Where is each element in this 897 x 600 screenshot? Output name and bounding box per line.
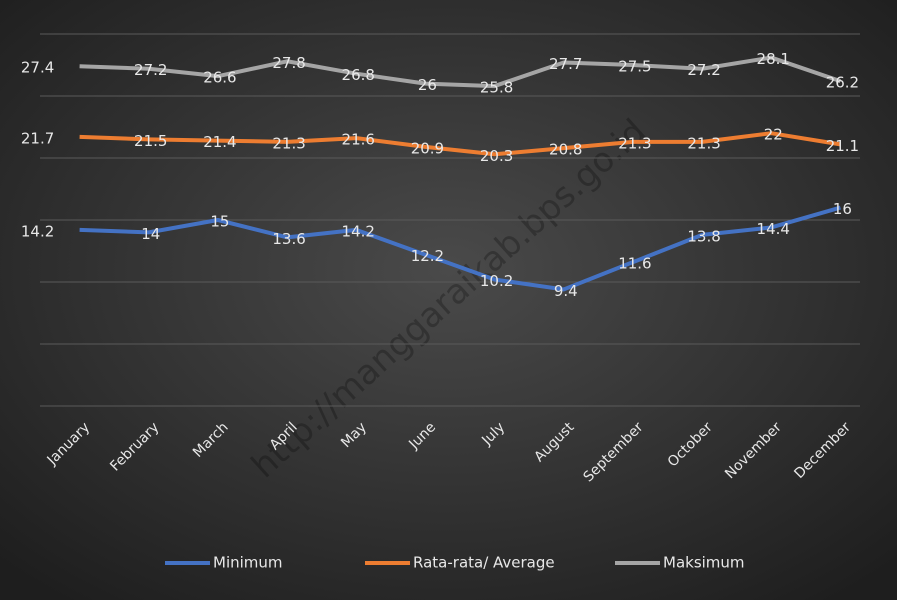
series-line bbox=[79, 55, 842, 89]
data-label: 15 bbox=[210, 213, 229, 231]
data-label: 20.8 bbox=[549, 141, 582, 159]
series-line bbox=[79, 205, 841, 292]
data-label: 20.9 bbox=[411, 139, 444, 157]
data-label: 28.1 bbox=[757, 50, 790, 68]
data-label: 21.5 bbox=[134, 132, 167, 150]
data-label: 9.4 bbox=[554, 282, 578, 300]
data-label: 14.2 bbox=[21, 222, 54, 240]
data-label: 14.4 bbox=[757, 220, 790, 238]
data-label: 21.3 bbox=[618, 134, 651, 152]
data-label: 16 bbox=[833, 200, 852, 218]
data-label: 21.7 bbox=[21, 129, 54, 147]
data-label: 26 bbox=[418, 76, 437, 94]
data-label: 27.2 bbox=[134, 61, 167, 79]
data-label: 21.3 bbox=[687, 134, 720, 152]
data-label: 10.2 bbox=[480, 272, 513, 290]
data-label: 26.6 bbox=[203, 69, 236, 87]
data-label: 12.2 bbox=[411, 247, 444, 265]
data-label: 26.2 bbox=[826, 74, 859, 92]
data-label: 27.7 bbox=[549, 55, 582, 73]
legend-label: Minimum bbox=[213, 554, 283, 572]
data-label: 26.8 bbox=[342, 66, 375, 84]
data-label: 21.3 bbox=[272, 134, 305, 152]
data-label: 27.8 bbox=[272, 54, 305, 72]
data-label: 14.2 bbox=[342, 222, 375, 240]
data-label: 13.6 bbox=[272, 230, 305, 248]
data-label: 21.1 bbox=[826, 137, 859, 155]
data-label: 21.4 bbox=[203, 133, 236, 151]
data-label: 20.3 bbox=[480, 147, 513, 165]
data-label: 13.8 bbox=[687, 227, 720, 245]
legend-label: Maksimum bbox=[663, 554, 745, 572]
series-line bbox=[79, 131, 841, 157]
data-label: 11.6 bbox=[618, 255, 651, 273]
data-label: 14 bbox=[141, 225, 160, 243]
data-label: 25.8 bbox=[480, 79, 513, 97]
data-label: 21.6 bbox=[342, 131, 375, 149]
legend-label: Rata-rata/ Average bbox=[413, 554, 555, 572]
data-label: 22 bbox=[764, 126, 783, 144]
data-label: 27.5 bbox=[618, 58, 651, 76]
data-label: 27.2 bbox=[687, 61, 720, 79]
data-label: 27.4 bbox=[21, 59, 54, 77]
